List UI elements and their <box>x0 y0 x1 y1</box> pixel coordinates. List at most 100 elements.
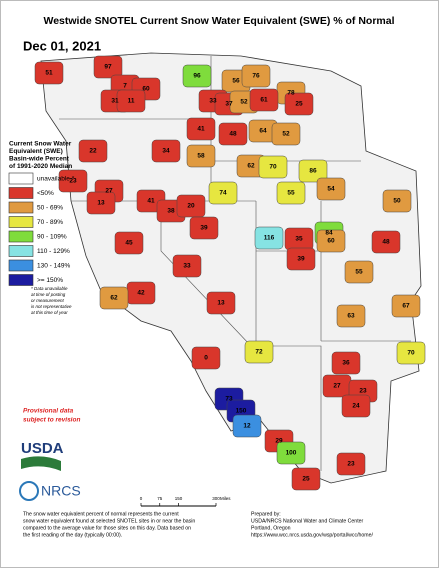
basin-label: 62 <box>110 295 118 302</box>
basin-label: 67 <box>402 303 410 310</box>
basin-label: 12 <box>243 423 251 430</box>
basin-label: 11 <box>128 98 135 105</box>
basin-label: 39 <box>297 256 305 263</box>
basin <box>284 92 314 116</box>
scale-unit: Miles <box>220 496 231 501</box>
basin-label: 0 <box>204 355 208 362</box>
basin-label: 20 <box>187 203 195 210</box>
basin <box>276 441 306 465</box>
basin <box>331 351 361 375</box>
basin-label: 41 <box>197 126 205 133</box>
legend-swatch <box>8 172 34 185</box>
basin-label: 34 <box>162 148 170 155</box>
legend-label: 90 - 109% <box>37 234 67 241</box>
legend-note: at this time of year <box>31 310 68 315</box>
basin-label: 38 <box>167 208 175 215</box>
basin <box>258 155 288 179</box>
basin <box>34 61 64 85</box>
footer-left: snow water equivalent found at selected … <box>23 518 195 524</box>
legend-title: Equivalent (SWE) <box>9 148 63 155</box>
basin-label: 60 <box>327 238 335 245</box>
legend-label: 70 - 89% <box>37 219 63 226</box>
provisional-note: subject to revision <box>23 417 80 424</box>
basin-label: 24 <box>352 403 360 410</box>
basin-label: 39 <box>200 225 208 232</box>
basin-label: 61 <box>260 97 268 104</box>
basin-label: 33 <box>183 263 191 270</box>
basin <box>391 294 421 318</box>
basin <box>244 340 274 364</box>
basin-label: 13 <box>97 200 105 207</box>
scale-label: 300 <box>212 496 220 501</box>
footer-right: Prepared by: <box>251 511 281 517</box>
nrcs-logo: NRCS <box>41 483 81 499</box>
basin-label: 100 <box>286 450 297 457</box>
basin <box>186 117 216 141</box>
basin-label: 70 <box>407 350 415 357</box>
basin <box>151 139 181 163</box>
footer-right: https://www.wcc.nrcs.usda.gov/wsp/portal… <box>251 532 374 538</box>
basin-label: 13 <box>217 300 225 307</box>
basin-label: 25 <box>302 476 310 483</box>
basin-label: 45 <box>125 240 133 247</box>
basin-label: 52 <box>282 131 290 138</box>
legend-note: at time of posting <box>31 292 66 297</box>
basin <box>382 189 412 213</box>
basin-label: 116 <box>264 235 275 242</box>
basin-label: 22 <box>89 148 97 155</box>
legend-title: of 1991-2020 Median <box>9 163 72 170</box>
basin <box>341 394 371 418</box>
basin-label: 62 <box>247 163 255 170</box>
basin-label: 48 <box>229 131 237 138</box>
basin <box>254 226 284 250</box>
basin <box>336 452 366 476</box>
basin-label: 97 <box>104 64 112 71</box>
basin-label: 51 <box>45 70 53 77</box>
basin-label: 33 <box>209 98 217 105</box>
footer-left: the first reading of the day (typically … <box>23 532 122 538</box>
footer-left: The snow water equivalent percent of nor… <box>23 511 179 517</box>
basin-label: 52 <box>240 99 248 106</box>
basin <box>271 122 301 146</box>
basin <box>336 304 366 328</box>
legend-label: >= 150% <box>37 277 63 284</box>
basin-label: 55 <box>287 190 295 197</box>
basin-label: 78 <box>287 90 295 97</box>
footer-right: Portland, Oregon <box>251 525 291 531</box>
basin-label: 23 <box>347 461 355 468</box>
legend-swatch <box>8 274 34 286</box>
basin <box>78 139 108 163</box>
basin-label: 31 <box>111 98 119 105</box>
basin <box>249 88 279 112</box>
legend-label: <50% <box>37 190 54 197</box>
basin-label: 36 <box>342 360 350 367</box>
basin-label: 74 <box>219 190 227 197</box>
basin-label: 56 <box>232 78 240 85</box>
provisional-note: Provisional data <box>23 408 74 415</box>
legend-swatch <box>8 201 34 214</box>
scale-label: 0 <box>140 496 143 501</box>
title: Westwide SNOTEL Current Snow Water Equiv… <box>43 15 394 27</box>
basin <box>58 169 88 193</box>
basin <box>316 177 346 201</box>
legend-note: * Data unavailable <box>31 286 68 291</box>
basin <box>93 55 123 79</box>
basin-label: 63 <box>347 313 355 320</box>
basin-label: 64 <box>259 128 267 135</box>
basin-label: 84 <box>325 230 333 237</box>
legend-swatch <box>8 216 34 228</box>
basin-label: 7 <box>123 83 127 90</box>
basin-label: 23 <box>359 388 367 395</box>
basin <box>344 260 374 284</box>
basin-label: 60 <box>142 86 150 93</box>
legend-swatch <box>8 259 34 272</box>
basin-label: 96 <box>193 73 201 80</box>
scale-label: 75 <box>157 496 163 501</box>
basin-label: 76 <box>252 73 260 80</box>
basin <box>371 230 401 254</box>
basin-label: 86 <box>309 168 317 175</box>
basin-label: 42 <box>137 290 145 297</box>
legend-label: 50 - 69% <box>37 205 63 212</box>
basin <box>86 191 116 215</box>
basin <box>396 341 426 365</box>
